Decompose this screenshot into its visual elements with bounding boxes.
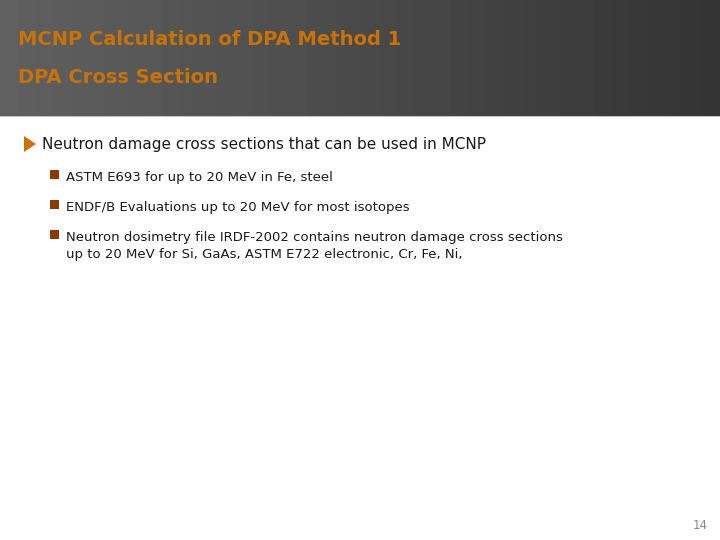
Text: DPA Cross Section: DPA Cross Section bbox=[18, 68, 218, 87]
Text: Neutron dosimetry file IRDF-2002 contains neutron damage cross sections
up to 20: Neutron dosimetry file IRDF-2002 contain… bbox=[66, 231, 563, 261]
Bar bbox=[612, 0, 631, 116]
Bar bbox=[396, 0, 415, 116]
Bar bbox=[540, 0, 559, 116]
Bar bbox=[180, 0, 199, 116]
Bar bbox=[50, 199, 59, 208]
Bar bbox=[324, 0, 343, 116]
Bar bbox=[270, 0, 289, 116]
Bar bbox=[360, 0, 379, 116]
Bar bbox=[162, 0, 181, 116]
Bar bbox=[450, 0, 469, 116]
Bar bbox=[50, 230, 59, 239]
Bar bbox=[288, 0, 307, 116]
Text: MCNP Calculation of DPA Method 1: MCNP Calculation of DPA Method 1 bbox=[18, 30, 401, 49]
Bar bbox=[378, 0, 397, 116]
Bar bbox=[216, 0, 235, 116]
Bar bbox=[666, 0, 685, 116]
Bar bbox=[522, 0, 541, 116]
Text: ENDF/B Evaluations up to 20 MeV for most isotopes: ENDF/B Evaluations up to 20 MeV for most… bbox=[66, 200, 410, 213]
Bar bbox=[558, 0, 577, 116]
Bar bbox=[144, 0, 163, 116]
Text: 14: 14 bbox=[693, 519, 708, 532]
Bar bbox=[108, 0, 127, 116]
Bar bbox=[36, 0, 55, 116]
Bar bbox=[432, 0, 451, 116]
Bar bbox=[90, 0, 109, 116]
Text: ASTM E693 for up to 20 MeV in Fe, steel: ASTM E693 for up to 20 MeV in Fe, steel bbox=[66, 171, 333, 184]
Bar bbox=[594, 0, 613, 116]
Polygon shape bbox=[24, 136, 36, 152]
Bar bbox=[126, 0, 145, 116]
Bar bbox=[486, 0, 505, 116]
Bar bbox=[306, 0, 325, 116]
Bar bbox=[468, 0, 487, 116]
Bar bbox=[54, 0, 73, 116]
Text: Neutron damage cross sections that can be used in MCNP: Neutron damage cross sections that can b… bbox=[42, 137, 486, 152]
Bar bbox=[648, 0, 667, 116]
Bar bbox=[684, 0, 703, 116]
Bar bbox=[630, 0, 649, 116]
Bar bbox=[234, 0, 253, 116]
Bar bbox=[198, 0, 217, 116]
Bar bbox=[504, 0, 523, 116]
Bar bbox=[576, 0, 595, 116]
Bar bbox=[252, 0, 271, 116]
Bar bbox=[0, 116, 720, 540]
Bar bbox=[702, 0, 720, 116]
Bar bbox=[342, 0, 361, 116]
Bar bbox=[0, 0, 19, 116]
Bar bbox=[72, 0, 91, 116]
Bar bbox=[414, 0, 433, 116]
Bar bbox=[50, 170, 59, 179]
Bar bbox=[18, 0, 37, 116]
